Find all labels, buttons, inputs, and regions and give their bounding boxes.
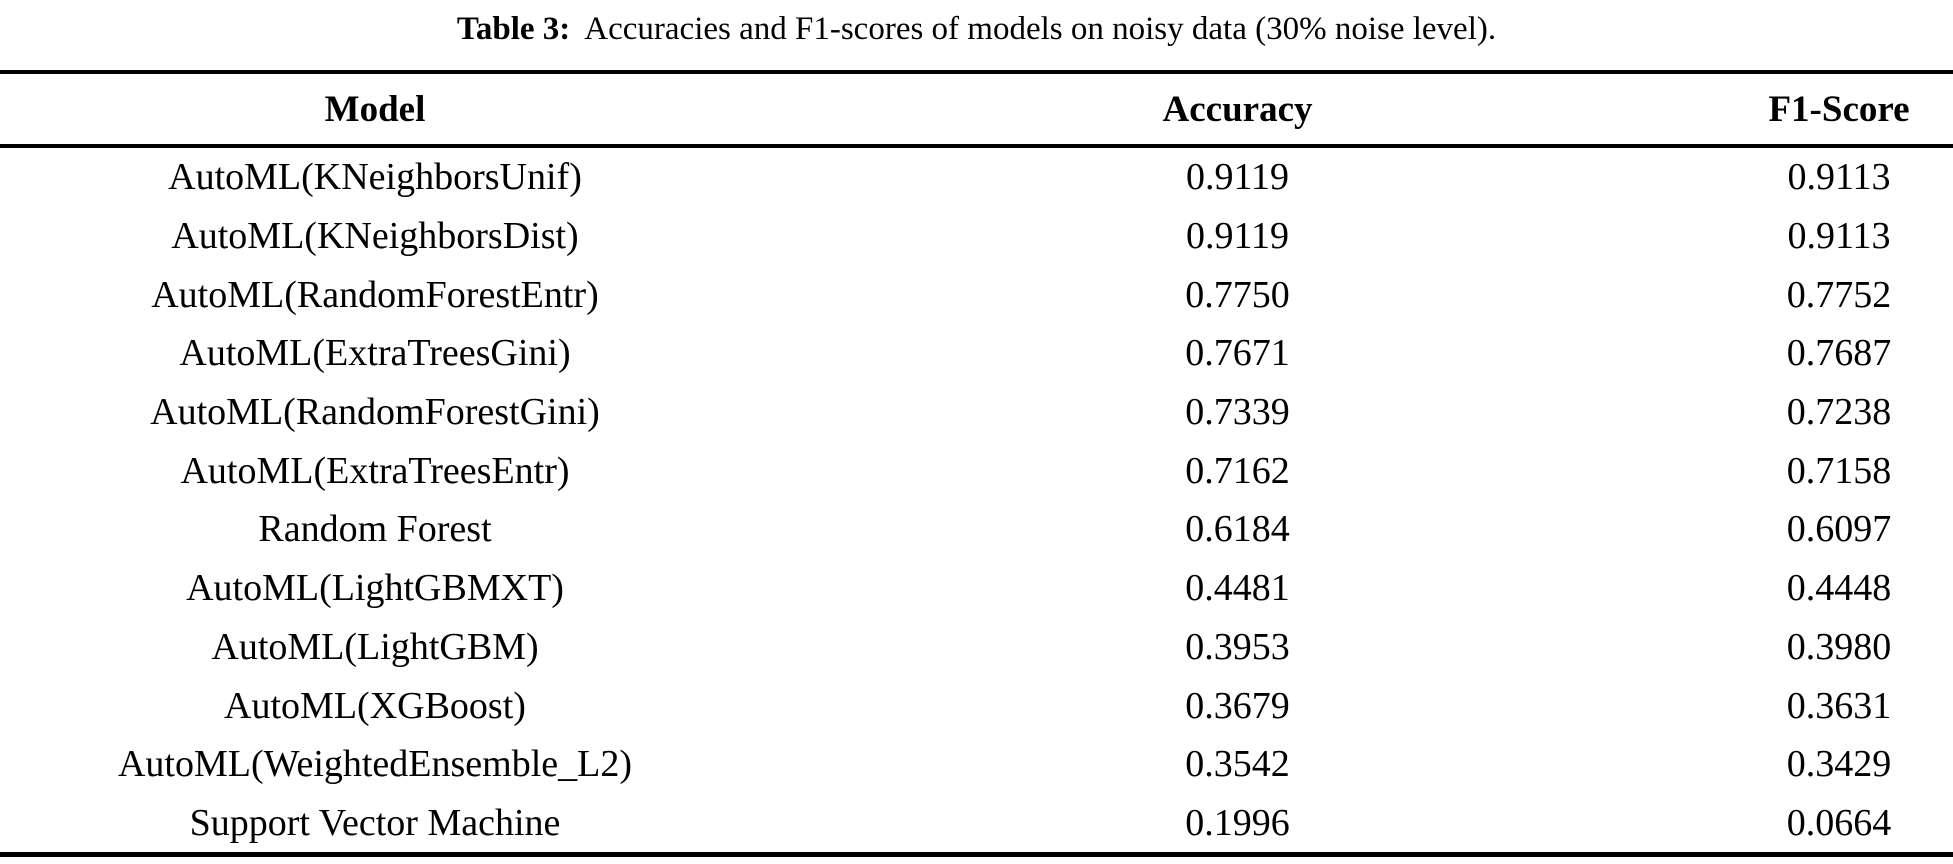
- f1-score-cell: 0.9113: [1787, 215, 1891, 258]
- model-cell: AutoML(LightGBM): [211, 625, 539, 668]
- accuracy-cell: 0.1996: [1185, 801, 1290, 844]
- f1-score-cell: 0.4448: [1786, 567, 1892, 610]
- accuracy-cell: 0.7339: [1185, 391, 1290, 434]
- f1-score-cell: 0.3631: [1786, 684, 1892, 727]
- table-row: AutoML(XGBoost) 0.3679 0.3631: [0, 676, 1953, 735]
- table-row: AutoML(RandomForestEntr) 0.7750 0.7752: [0, 265, 1953, 324]
- results-table: Model Accuracy F1-Score AutoML(KNeighbor…: [0, 70, 1953, 858]
- table-row: AutoML(KNeighborsDist) 0.9119 0.9113: [0, 207, 1953, 266]
- column-header-accuracy: Accuracy: [750, 72, 1725, 148]
- table-row: AutoML(KNeighborsUnif) 0.9119 0.9113: [0, 146, 1953, 207]
- table-row: Random Forest 0.6184 0.6097: [0, 500, 1953, 559]
- table-caption-label: Table 3:: [456, 11, 571, 47]
- table-row: AutoML(RandomForestGini) 0.7339 0.7238: [0, 383, 1953, 442]
- table-row: AutoML(ExtraTreesEntr) 0.7162 0.7158: [0, 441, 1953, 500]
- model-cell: AutoML(WeightedEnsemble_L2): [117, 743, 633, 786]
- model-cell: AutoML(ExtraTreesEntr): [180, 449, 570, 492]
- accuracy-cell: 0.9119: [1185, 156, 1290, 199]
- table-caption-text: Accuracies and F1-scores of models on no…: [584, 11, 1497, 47]
- f1-score-cell: 0.7687: [1786, 332, 1892, 375]
- model-cell: AutoML(KNeighborsDist): [171, 215, 579, 258]
- accuracy-cell: 0.7671: [1185, 332, 1290, 375]
- model-cell: Random Forest: [258, 508, 492, 551]
- accuracy-cell: 0.7162: [1185, 449, 1290, 492]
- model-cell: AutoML(KNeighborsUnif): [168, 156, 582, 199]
- model-cell: AutoML(RandomForestGini): [150, 391, 600, 434]
- table-row: AutoML(ExtraTreesGini) 0.7671 0.7687: [0, 324, 1953, 383]
- table-row: AutoML(LightGBMXT) 0.4481 0.4448: [0, 559, 1953, 618]
- table-row: Support Vector Machine 0.1996 0.0664: [0, 794, 1953, 855]
- f1-score-cell: 0.7752: [1786, 273, 1892, 316]
- f1-score-cell: 0.6097: [1786, 508, 1892, 551]
- column-header-model: Model: [0, 72, 750, 148]
- f1-score-cell: 0.3429: [1786, 743, 1892, 786]
- accuracy-cell: 0.9119: [1185, 215, 1290, 258]
- accuracy-cell: 0.3953: [1185, 625, 1290, 668]
- table-caption: Table 3: Accuracies and F1-scores of mode…: [0, 0, 1953, 70]
- model-cell: Support Vector Machine: [189, 801, 561, 844]
- table-row: AutoML(LightGBM) 0.3953 0.3980: [0, 618, 1953, 677]
- model-cell: AutoML(ExtraTreesGini): [179, 332, 571, 375]
- table-row: AutoML(WeightedEnsemble_L2) 0.3542 0.3429: [0, 735, 1953, 794]
- accuracy-cell: 0.6184: [1185, 508, 1290, 551]
- f1-score-cell: 0.7238: [1786, 391, 1892, 434]
- f1-score-cell: 0.0664: [1786, 801, 1892, 844]
- table-header-row: Model Accuracy F1-Score: [0, 72, 1953, 148]
- accuracy-cell: 0.4481: [1185, 567, 1290, 610]
- column-header-f1-score: F1-Score: [1725, 72, 1953, 148]
- model-cell: AutoML(XGBoost): [224, 684, 526, 727]
- accuracy-cell: 0.3679: [1185, 684, 1290, 727]
- accuracy-cell: 0.3542: [1185, 743, 1290, 786]
- model-cell: AutoML(LightGBMXT): [186, 567, 564, 610]
- accuracy-cell: 0.7750: [1185, 273, 1290, 316]
- f1-score-cell: 0.9113: [1787, 156, 1891, 199]
- f1-score-cell: 0.3980: [1786, 625, 1892, 668]
- model-cell: AutoML(RandomForestEntr): [151, 273, 599, 316]
- f1-score-cell: 0.7158: [1786, 449, 1892, 492]
